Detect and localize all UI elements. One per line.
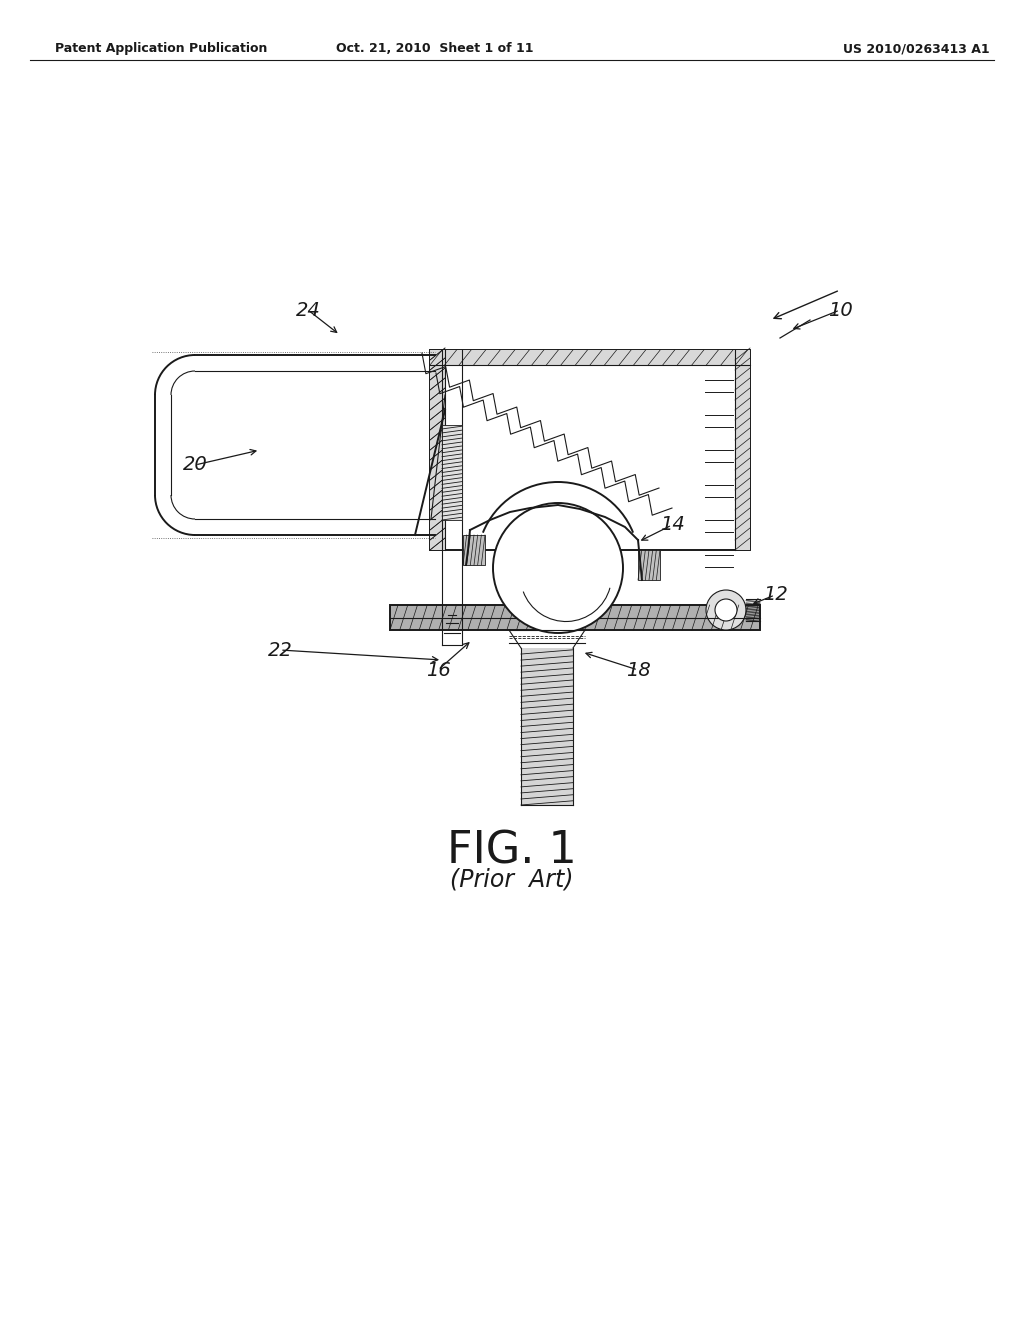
Text: FIG. 1: FIG. 1 bbox=[447, 830, 577, 873]
Text: 10: 10 bbox=[827, 301, 852, 319]
Circle shape bbox=[715, 599, 737, 620]
Bar bbox=[521, 648, 573, 805]
Text: 12: 12 bbox=[763, 586, 787, 605]
Text: US 2010/0263413 A1: US 2010/0263413 A1 bbox=[844, 42, 990, 55]
Bar bbox=[638, 550, 660, 579]
Text: (Prior  Art): (Prior Art) bbox=[451, 869, 573, 892]
Text: Oct. 21, 2010  Sheet 1 of 11: Oct. 21, 2010 Sheet 1 of 11 bbox=[336, 42, 534, 55]
Bar bbox=[430, 350, 445, 550]
Text: 24: 24 bbox=[296, 301, 321, 319]
Bar bbox=[390, 605, 760, 630]
Text: Patent Application Publication: Patent Application Publication bbox=[55, 42, 267, 55]
Bar bbox=[442, 425, 462, 520]
Circle shape bbox=[493, 503, 623, 634]
Bar bbox=[463, 535, 485, 565]
Text: 16: 16 bbox=[426, 660, 451, 680]
Bar bbox=[430, 350, 750, 550]
Text: 20: 20 bbox=[182, 455, 208, 474]
Circle shape bbox=[706, 590, 746, 630]
Text: 22: 22 bbox=[267, 640, 293, 660]
Bar bbox=[735, 350, 750, 550]
Bar bbox=[430, 350, 750, 366]
Text: 14: 14 bbox=[659, 516, 684, 535]
Text: 18: 18 bbox=[626, 660, 650, 680]
